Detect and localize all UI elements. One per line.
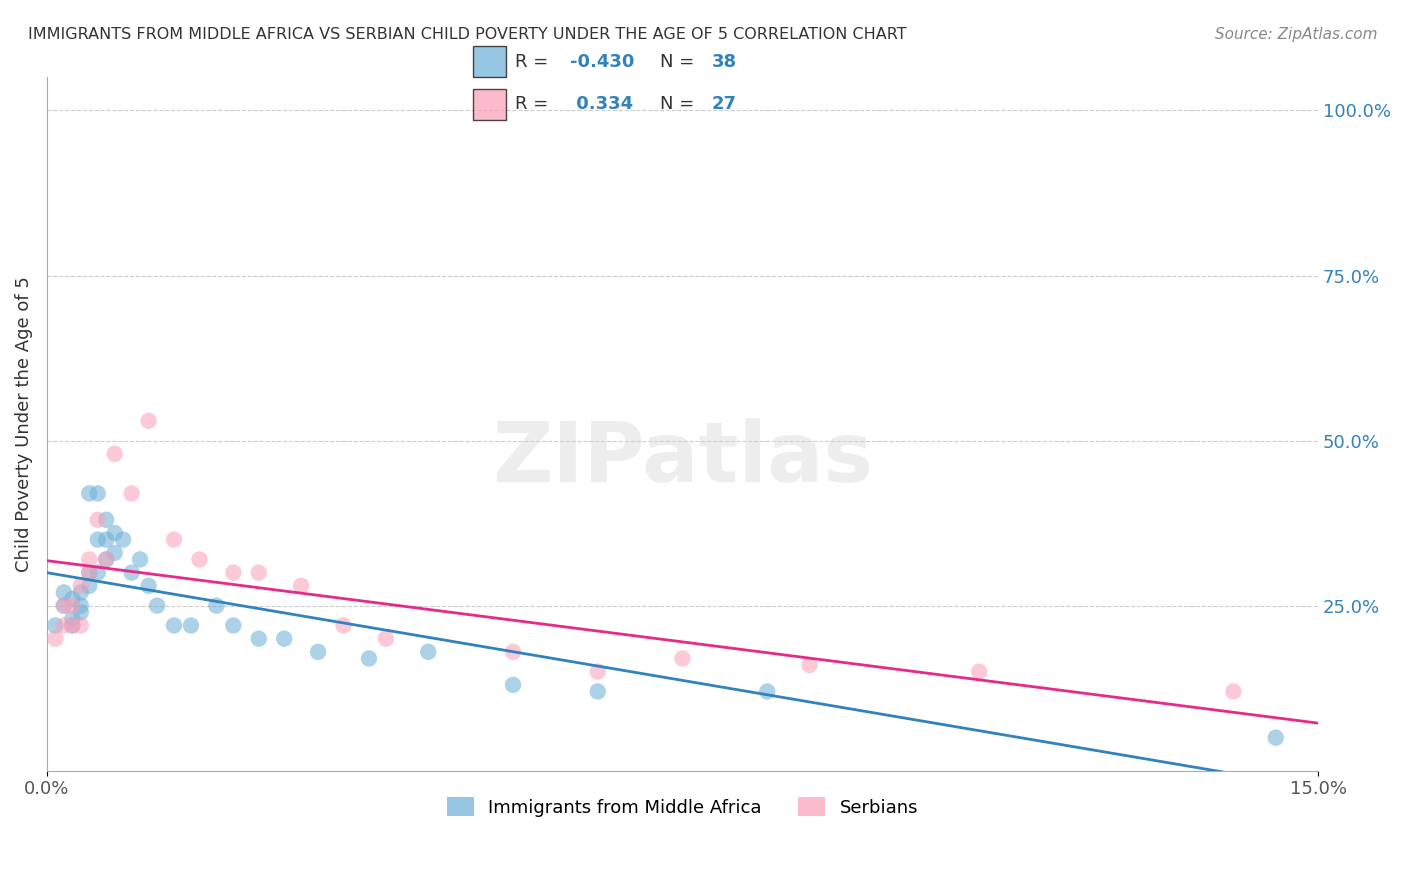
Text: R =: R = bbox=[516, 53, 554, 70]
Point bbox=[205, 599, 228, 613]
Point bbox=[104, 546, 127, 560]
Point bbox=[52, 618, 75, 632]
Point bbox=[163, 618, 186, 632]
Point bbox=[332, 618, 354, 632]
Point bbox=[44, 618, 66, 632]
Point bbox=[96, 513, 118, 527]
Point bbox=[104, 526, 127, 541]
Text: IMMIGRANTS FROM MIDDLE AFRICA VS SERBIAN CHILD POVERTY UNDER THE AGE OF 5 CORREL: IMMIGRANTS FROM MIDDLE AFRICA VS SERBIAN… bbox=[28, 27, 907, 42]
Point bbox=[307, 645, 329, 659]
Point bbox=[967, 665, 990, 679]
Text: 38: 38 bbox=[711, 53, 737, 70]
Point bbox=[69, 585, 91, 599]
Point bbox=[60, 618, 83, 632]
Point bbox=[1222, 684, 1244, 698]
FancyBboxPatch shape bbox=[472, 89, 506, 120]
Point bbox=[77, 552, 100, 566]
Point bbox=[222, 618, 245, 632]
Point bbox=[418, 645, 440, 659]
Point bbox=[77, 566, 100, 580]
Point bbox=[121, 486, 143, 500]
Point bbox=[112, 533, 135, 547]
Point bbox=[52, 585, 75, 599]
Point bbox=[77, 486, 100, 500]
Point bbox=[77, 579, 100, 593]
Point bbox=[96, 552, 118, 566]
Text: Source: ZipAtlas.com: Source: ZipAtlas.com bbox=[1215, 27, 1378, 42]
Point bbox=[374, 632, 396, 646]
Point bbox=[60, 612, 83, 626]
Point bbox=[60, 592, 83, 607]
Point bbox=[87, 533, 110, 547]
Text: ZIPatlas: ZIPatlas bbox=[492, 418, 873, 500]
Point bbox=[129, 552, 152, 566]
Text: -0.430: -0.430 bbox=[569, 53, 634, 70]
Point bbox=[138, 579, 160, 593]
Point bbox=[586, 684, 609, 698]
Text: 0.334: 0.334 bbox=[569, 95, 633, 113]
Point bbox=[104, 447, 127, 461]
Text: R =: R = bbox=[516, 95, 554, 113]
Point bbox=[357, 651, 380, 665]
Point bbox=[87, 513, 110, 527]
Point bbox=[163, 533, 186, 547]
Point bbox=[121, 566, 143, 580]
Point bbox=[502, 645, 524, 659]
Point bbox=[799, 658, 821, 673]
Y-axis label: Child Poverty Under the Age of 5: Child Poverty Under the Age of 5 bbox=[15, 277, 32, 572]
Point bbox=[69, 618, 91, 632]
Point bbox=[52, 599, 75, 613]
Point bbox=[290, 579, 312, 593]
Point bbox=[44, 632, 66, 646]
Text: 27: 27 bbox=[711, 95, 737, 113]
Point bbox=[52, 599, 75, 613]
Text: N =: N = bbox=[661, 53, 700, 70]
Point bbox=[671, 651, 693, 665]
Point bbox=[586, 665, 609, 679]
Point bbox=[96, 533, 118, 547]
Point bbox=[87, 566, 110, 580]
Point bbox=[756, 684, 779, 698]
Point bbox=[188, 552, 211, 566]
Point bbox=[146, 599, 169, 613]
Point bbox=[273, 632, 295, 646]
Point bbox=[180, 618, 202, 632]
Text: N =: N = bbox=[661, 95, 700, 113]
Point bbox=[247, 632, 270, 646]
Point bbox=[60, 599, 83, 613]
Point bbox=[69, 579, 91, 593]
Point bbox=[1264, 731, 1286, 745]
Point bbox=[69, 605, 91, 619]
Point bbox=[247, 566, 270, 580]
Point bbox=[222, 566, 245, 580]
Point bbox=[60, 618, 83, 632]
Point bbox=[502, 678, 524, 692]
Point bbox=[96, 552, 118, 566]
Point bbox=[138, 414, 160, 428]
Point bbox=[69, 599, 91, 613]
FancyBboxPatch shape bbox=[472, 46, 506, 77]
Point bbox=[77, 566, 100, 580]
Legend: Immigrants from Middle Africa, Serbians: Immigrants from Middle Africa, Serbians bbox=[440, 790, 925, 824]
Point bbox=[87, 486, 110, 500]
